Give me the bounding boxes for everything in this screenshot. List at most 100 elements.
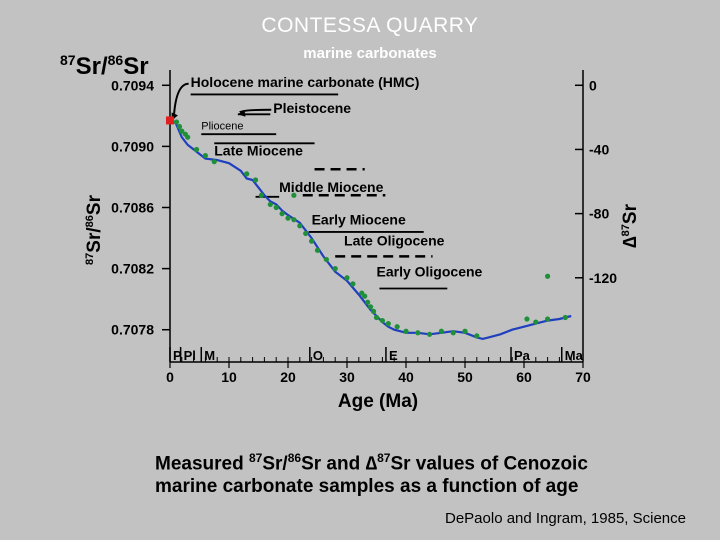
data-point bbox=[279, 211, 285, 217]
data-point bbox=[332, 266, 338, 272]
data-point bbox=[427, 331, 433, 337]
caption-line-1: Measured 87Sr/86Sr and ∆87Sr values of C… bbox=[155, 447, 588, 475]
data-point bbox=[244, 171, 250, 177]
figure-caption: Measured 87Sr/86Sr and ∆87Sr values of C… bbox=[155, 447, 588, 498]
caption-text-b: Sr and ∆ bbox=[301, 453, 378, 475]
caption-mass-c: 87 bbox=[377, 451, 391, 465]
data-point bbox=[545, 273, 551, 279]
hmc-marker bbox=[166, 116, 174, 125]
annotation-label: Middle Miocene bbox=[279, 179, 383, 195]
caption-mass-b: 86 bbox=[287, 451, 302, 465]
data-point bbox=[211, 159, 217, 165]
data-point bbox=[285, 215, 291, 221]
x-axis-label: Age (Ma) bbox=[338, 391, 418, 412]
data-point bbox=[303, 230, 309, 237]
y-axis-left-mass-a: 87 bbox=[84, 253, 96, 265]
data-point bbox=[193, 146, 200, 153]
y-tick-label: 0.7094 bbox=[111, 77, 154, 93]
data-point bbox=[562, 314, 568, 321]
slide-title: CONTESSA QUARRY bbox=[261, 14, 479, 37]
data-series bbox=[166, 116, 572, 341]
x-tick-label: 70 bbox=[575, 369, 591, 385]
axis-labels: Age (Ma) 87Sr/86Sr ∆87Sr bbox=[84, 194, 641, 412]
y-tick-label: 0.7086 bbox=[111, 200, 154, 216]
data-point bbox=[368, 304, 374, 310]
ratio-heading-sym-b: Sr bbox=[123, 53, 149, 80]
epoch-label: E bbox=[389, 348, 398, 363]
y-axis-left-mass-b: 86 bbox=[84, 215, 96, 227]
data-point bbox=[365, 299, 371, 305]
ratio-heading-mass-b: 86 bbox=[107, 52, 124, 68]
data-point bbox=[185, 134, 191, 140]
caption-text: Measured bbox=[155, 453, 249, 475]
ratio-heading-mass-a: 87 bbox=[60, 52, 76, 68]
data-point bbox=[394, 324, 400, 330]
data-point bbox=[273, 204, 279, 211]
x-tick-label: 40 bbox=[398, 369, 414, 385]
chart-frame: 0.7094 0.7090 0.7086 0.7082 0.7078 0 -40 -80 -12… bbox=[111, 70, 617, 385]
annotation-label: Late Miocene bbox=[214, 143, 303, 159]
interval-annotations: Holocene marine carbonate (HMC) Pleistoce… bbox=[171, 74, 483, 290]
y-tick-label: 0.7082 bbox=[111, 261, 154, 277]
data-point bbox=[415, 330, 421, 336]
data-point bbox=[362, 293, 368, 299]
y-axis-right-sym: Sr bbox=[620, 203, 641, 224]
y-right-tick-label: -80 bbox=[589, 206, 609, 222]
ratio-heading-sym-a: Sr bbox=[75, 53, 101, 80]
epoch-label: P bbox=[173, 348, 182, 363]
data-point bbox=[179, 128, 185, 134]
annotation-arrow bbox=[239, 108, 272, 114]
data-point bbox=[524, 316, 530, 322]
y-tick-label: 0.7090 bbox=[111, 138, 154, 154]
y-axis-left-sym-a: Sr/ bbox=[84, 227, 105, 253]
data-point bbox=[297, 223, 303, 229]
annotation-arrow bbox=[172, 82, 189, 119]
data-point bbox=[173, 119, 180, 125]
y-axis-right-label: ∆87Sr bbox=[620, 203, 641, 248]
x-tick-label: 0 bbox=[166, 369, 174, 385]
citation: DePaolo and Ingram, 1985, Science bbox=[445, 510, 686, 527]
epoch-label: Pa bbox=[514, 348, 531, 363]
data-point bbox=[344, 275, 350, 281]
y-axis-right-prefix: ∆ bbox=[620, 236, 641, 248]
data-point bbox=[545, 316, 551, 322]
caption-text-a: Sr/ bbox=[262, 453, 288, 475]
y-right-tick-label: -40 bbox=[589, 141, 609, 157]
epoch-label: Ma bbox=[565, 348, 584, 363]
caption-mass-a: 87 bbox=[248, 451, 263, 465]
data-point bbox=[474, 333, 480, 339]
epoch-label: Pl bbox=[184, 348, 196, 363]
data-point bbox=[267, 201, 273, 208]
sr-curve-line bbox=[169, 118, 572, 341]
epoch-label: M bbox=[204, 348, 215, 363]
data-point bbox=[258, 192, 265, 198]
data-point bbox=[323, 256, 329, 263]
data-point bbox=[291, 217, 297, 223]
data-point bbox=[309, 238, 315, 244]
y-axis-left-sym-b: Sr bbox=[84, 194, 105, 215]
x-tick-label: 60 bbox=[516, 369, 532, 385]
data-point bbox=[314, 247, 321, 253]
data-point bbox=[462, 328, 468, 334]
annotation-label: Holocene marine carbonate (HMC) bbox=[191, 74, 420, 90]
slide-subtitle: marine carbonates bbox=[303, 45, 437, 62]
y-right-tick-label: -120 bbox=[589, 270, 617, 286]
data-point bbox=[291, 192, 297, 198]
ratio-heading-slash: / bbox=[100, 53, 108, 80]
x-tick-label: 20 bbox=[280, 369, 296, 385]
annotation-label: Pliocene bbox=[201, 121, 243, 133]
data-point bbox=[403, 328, 409, 334]
epoch-bar: P Pl M O E Pa Ma bbox=[169, 347, 584, 363]
annotation-label: Early Miocene bbox=[312, 211, 406, 227]
epoch-label: O bbox=[313, 348, 323, 363]
data-point bbox=[202, 152, 208, 159]
annotation-label: Pleistocene bbox=[273, 100, 351, 116]
caption-line-2: marine carbonate samples as a function o… bbox=[155, 476, 579, 498]
data-point bbox=[350, 281, 356, 287]
annotation-label: Early Oligocene bbox=[377, 263, 483, 279]
data-point bbox=[370, 308, 377, 314]
data-point bbox=[385, 321, 391, 327]
ratio-heading: 87Sr/86Sr bbox=[60, 52, 149, 81]
y-right-tick-label: 0 bbox=[589, 77, 597, 93]
